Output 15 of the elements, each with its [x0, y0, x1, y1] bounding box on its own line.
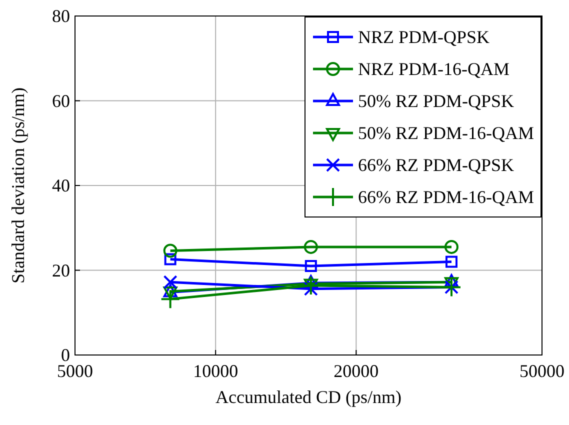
legend-label: 50% RZ PDM-QPSK — [358, 91, 514, 111]
legend-label: 50% RZ PDM-16-QAM — [358, 123, 534, 143]
y-tick-label: 40 — [52, 176, 70, 196]
x-tick-label: 20000 — [334, 361, 379, 381]
legend-label: 66% RZ PDM-QPSK — [358, 155, 514, 175]
x-tick-label: 10000 — [193, 361, 238, 381]
legend-label: NRZ PDM-16-QAM — [358, 59, 510, 79]
y-tick-label: 60 — [52, 90, 70, 111]
y-tick-label: 20 — [52, 260, 70, 280]
y-axis-title: Standard deviation (ps/nm) — [8, 88, 28, 284]
y-tick-label: 80 — [52, 6, 70, 26]
legend-label: 66% RZ PDM-16-QAM — [358, 187, 534, 207]
x-axis-title: Accumulated CD (ps/nm) — [216, 387, 402, 407]
x-tick-label: 50000 — [520, 361, 564, 381]
legend-label: NRZ PDM-QPSK — [358, 27, 490, 47]
